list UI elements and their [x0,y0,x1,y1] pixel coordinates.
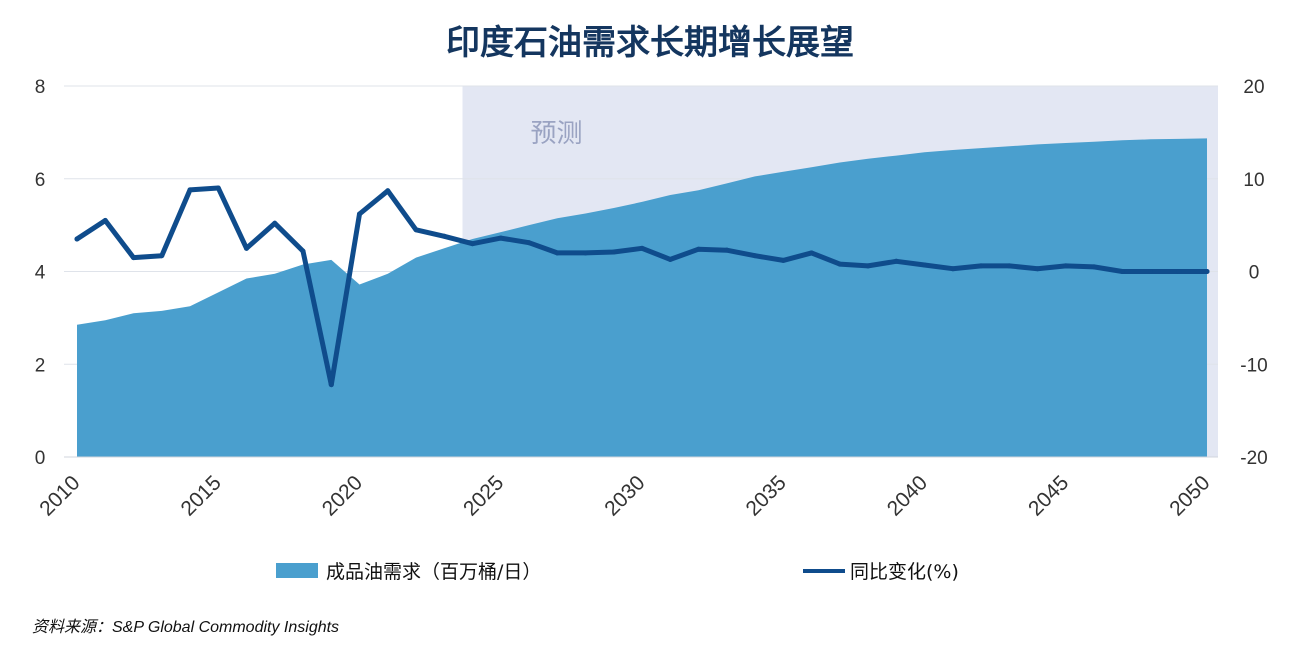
left-y-axis: 0 2 4 6 8 [35,77,46,469]
yoy-point-2021 [385,188,391,194]
legend-area-swatch [276,563,318,578]
x-tick-2040: 2040 [883,471,932,520]
yoy-point-2015 [215,185,221,191]
yoy-point-2012 [131,255,136,261]
yoy-point-2028 [583,250,588,256]
yoy-point-2019 [328,382,334,388]
legend-area-label: 成品油需求（百万桶/日） [326,561,541,583]
right-tick-0: 0 [1249,263,1260,284]
yoy-point-2041 [950,266,956,272]
x-tick-2025: 2025 [459,471,508,520]
x-tick-2045: 2045 [1024,471,1073,520]
yoy-point-2010 [74,236,80,242]
yoy-point-2038 [865,263,871,269]
yoy-point-2029 [611,249,617,255]
yoy-point-2031 [667,256,673,262]
yoy-point-2033 [724,247,730,253]
yoy-point-2036 [809,250,814,256]
yoy-point-2050 [1204,269,1210,274]
forecast-label: 预测 [531,119,583,149]
x-tick-2030: 2030 [600,471,649,520]
yoy-point-2039 [893,258,899,264]
yoy-point-2016 [244,245,249,251]
yoy-point-2030 [639,245,645,251]
yoy-points [74,185,1210,388]
left-tick-6: 6 [35,170,46,191]
yoy-point-2047 [1119,269,1125,274]
left-tick-8: 8 [35,77,46,98]
legend: 成品油需求（百万桶/日） 同比变化(%) [276,561,959,583]
left-tick-0: 0 [35,448,46,469]
yoy-point-2011 [102,217,108,223]
right-tick-20: 20 [1243,77,1264,98]
yoy-point-2042 [978,263,984,269]
x-tick-2010: 2010 [35,471,84,520]
yoy-point-2025 [498,235,504,241]
yoy-point-2046 [1091,264,1097,270]
x-tick-2020: 2020 [318,471,367,520]
chart-title: 印度石油需求长期增长展望 [446,23,854,63]
left-tick-2: 2 [35,355,46,376]
x-tick-2035: 2035 [741,471,790,520]
yoy-point-2013 [159,253,165,259]
yoy-point-2045 [1063,263,1069,269]
yoy-point-2034 [752,253,758,259]
legend-line-label: 同比变化(%) [850,561,959,583]
yoy-point-2027 [554,250,560,256]
right-tick--20: -20 [1240,448,1267,469]
left-tick-4: 4 [35,263,46,284]
demand-area [77,138,1207,457]
yoy-point-2022 [413,227,419,233]
right-tick-10: 10 [1243,170,1264,191]
yoy-point-2023 [441,233,447,239]
yoy-point-2018 [300,248,306,254]
yoy-point-2040 [922,262,927,268]
yoy-point-2035 [780,257,786,263]
yoy-point-2037 [837,261,843,267]
yoy-point-2044 [1035,266,1040,272]
source-note: 资料来源：S&P Global Commodity Insights [32,618,339,636]
right-y-axis: -20 -10 0 10 20 [1240,77,1267,469]
yoy-point-2048 [1148,269,1153,274]
yoy-point-2032 [696,246,701,252]
x-axis: 2010 2015 2020 2025 2030 2035 2040 2045 2050 [35,471,1214,520]
yoy-point-2014 [187,187,193,193]
x-tick-2015: 2015 [176,471,225,520]
yoy-point-2043 [1006,263,1012,269]
yoy-point-2017 [272,220,278,226]
x-tick-2050: 2050 [1165,471,1214,520]
yoy-point-2020 [357,211,362,217]
yoy-point-2024 [470,241,475,247]
yoy-point-2049 [1176,269,1182,274]
right-tick--10: -10 [1240,355,1267,376]
yoy-point-2026 [526,240,532,246]
